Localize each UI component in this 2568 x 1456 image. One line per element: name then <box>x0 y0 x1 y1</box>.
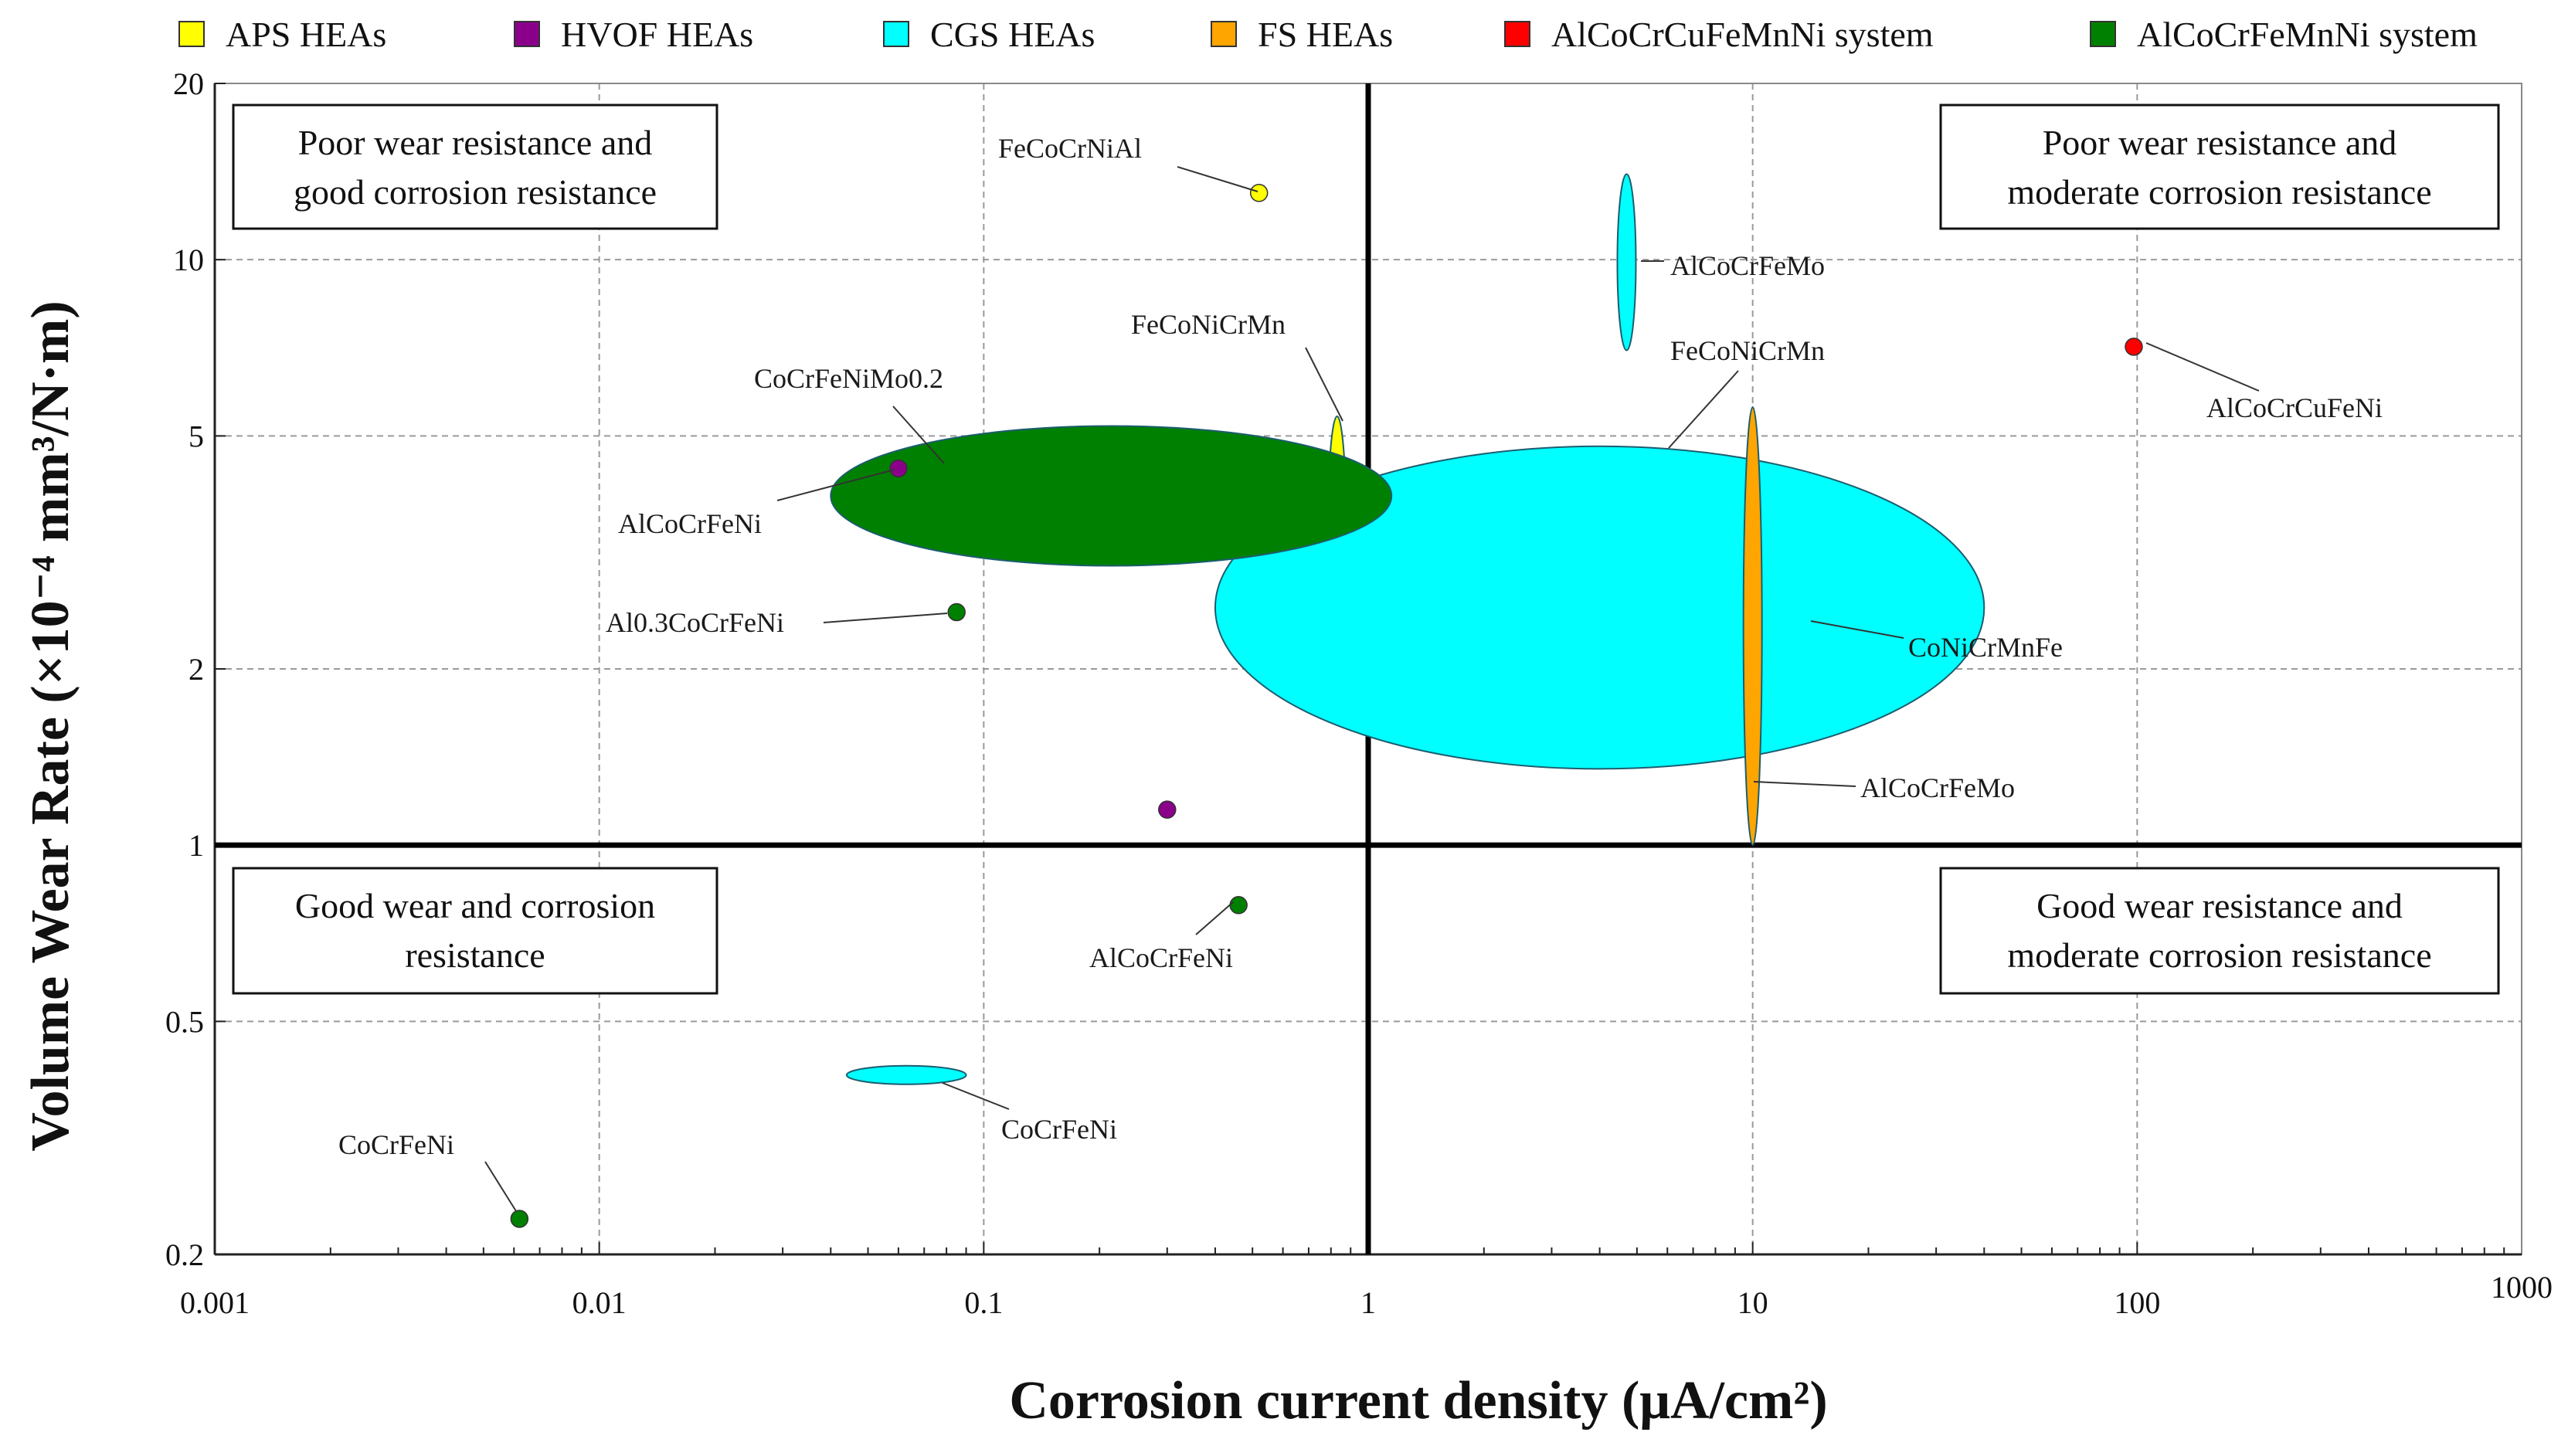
legend: APS HEAs HVOF HEAs CGS HEAs FS HEAs AlCoCrCu… <box>178 15 2478 54</box>
data-ellipse-cocrfeni <box>845 1064 967 1085</box>
quadrant-text: Good wear resistance and <box>2036 886 2403 925</box>
data-label-conicrmnfe: CoNiCrMnFe <box>1908 632 2063 663</box>
plot-area <box>213 83 2522 1256</box>
y-axis-title: Volume Wear Rate (×10⁻⁴ mm³/N·m) <box>21 300 80 1151</box>
legend-swatch-fs-heas <box>1211 21 1237 47</box>
y-tick-label: 0.2 <box>165 1237 204 1272</box>
leader-line <box>892 406 945 464</box>
quadrant-boxes: Poor wear resistance and good corrosion r… <box>232 104 2500 995</box>
x-tick-label: 100 <box>2114 1285 2160 1320</box>
data-label-alcocrcufeni: AlCoCrCuFeNi <box>2206 392 2383 423</box>
legend-label-aps-heas: APS HEAs <box>226 15 386 54</box>
legend-label-alcocrcufemnni-system: AlCoCrCuFeMnNi system <box>1551 15 1934 54</box>
legend-label-alcocrfemnni-system: AlCoCrFeMnNi system <box>2137 15 2478 54</box>
data-label-alcocrfeni: AlCoCrFeNi <box>1089 942 1233 973</box>
data-label-alcocrfemo: AlCoCrFeMo <box>1860 772 2015 803</box>
data-label-al0-3cocrfeni: Al0.3CoCrFeNi <box>606 607 784 638</box>
x-tick-label: 10 <box>1737 1285 1768 1320</box>
x-axis-title: Corrosion current density (μA/cm²) <box>1009 1371 1827 1431</box>
legend-label-hvof-heas: HVOF HEAs <box>561 15 753 54</box>
data-point-cocrfeni <box>510 1210 529 1228</box>
quadrant-text: moderate corrosion resistance <box>2007 935 2431 975</box>
legend-swatch-cgs-heas <box>883 21 909 47</box>
quadrant-box <box>232 867 718 995</box>
x-tick-label: 1 <box>1360 1285 1376 1320</box>
legend-label-cgs-heas: CGS HEAs <box>930 15 1095 54</box>
data-point-alcocrcufeni <box>2125 338 2143 356</box>
y-tick-label: 0.5 <box>165 1004 204 1039</box>
y-tick-label: 5 <box>189 419 204 453</box>
data-label-alcocrfemo: AlCoCrFeMo <box>1670 250 1825 281</box>
data-marks: FeCoCrNiAl FeCoNiCrMn AlCoCrFeMo FeCoNiCrMn… <box>338 133 2383 1228</box>
data-label-feconicrmn: FeCoNiCrMn <box>1131 309 1286 340</box>
quadrant-box <box>1939 104 2500 230</box>
data-label-cocrfenimo0-2: CoCrFeNiMo0.2 <box>754 363 943 394</box>
data-ellipse-alcocrfemo <box>1742 406 1763 847</box>
leader-line <box>1668 370 1739 449</box>
quadrant-text: moderate corrosion resistance <box>2007 172 2431 212</box>
leader-line <box>2145 342 2260 392</box>
quadrant-text: Poor wear resistance and <box>298 123 653 162</box>
data-label-cocrfeni: CoCrFeNi <box>338 1129 454 1160</box>
leader-line <box>1177 166 1259 192</box>
y-tick-label: 10 <box>173 243 204 277</box>
quadrant-text: good corrosion resistance <box>294 172 657 212</box>
legend-swatch-hvof-heas <box>514 21 540 47</box>
legend-label-fs-heas: FS HEAs <box>1258 15 1393 54</box>
data-label-fecocrnial: FeCoCrNiAl <box>998 133 1142 164</box>
x-tick-label: 1000 <box>2491 1270 2553 1305</box>
quadrant-text: resistance <box>405 935 545 975</box>
data-point-fecocrnial <box>1249 184 1269 202</box>
quadrant-text: Good wear and corrosion <box>295 886 655 925</box>
leader-line <box>1305 347 1343 422</box>
legend-swatch-alcocrfemnni-system <box>2090 21 2116 47</box>
data-ellipse-alcocrfemo <box>1616 173 1637 351</box>
x-tick-label: 0.001 <box>180 1285 250 1320</box>
data-ellipse-conicrmnfe <box>1214 445 1985 770</box>
data-label-feconicrmn: FeCoNiCrMn <box>1670 335 1825 366</box>
data-label-cocrfeni: CoCrFeNi <box>1001 1114 1117 1145</box>
quadrant-box <box>232 104 718 230</box>
x-tick-label: 0.1 <box>964 1285 1003 1320</box>
leader-line <box>484 1161 517 1212</box>
data-label-alcocrfeni: AlCoCrFeNi <box>618 508 762 539</box>
y-tick-label: 2 <box>189 652 204 687</box>
x-tick-label: 0.01 <box>572 1285 627 1320</box>
leader-line <box>942 1082 1010 1110</box>
data-point-alcocrfeni <box>1229 896 1248 915</box>
data-point-al0-3cocrfeni <box>947 602 966 622</box>
tick-labels: 0.001 0.01 0.1 1 10 100 1000 0.2 0.5 1 2 5 10 20 <box>165 66 2553 1320</box>
data-ellipse-cocrfenimo0-2 <box>830 425 1393 567</box>
data-point-alcocrfeni <box>889 459 908 478</box>
y-tick-label: 1 <box>189 828 204 863</box>
y-tick-label: 20 <box>173 66 204 101</box>
legend-swatch-aps-heas <box>178 21 205 47</box>
legend-swatch-alcocrcufemnni-system <box>1504 21 1530 47</box>
quadrant-box <box>1939 867 2500 995</box>
leader-line <box>823 613 948 623</box>
quadrant-text: Poor wear resistance and <box>2043 123 2397 162</box>
data-point-unlabeled <box>1158 800 1177 819</box>
leader-line <box>776 469 895 501</box>
leader-line <box>1810 620 1904 639</box>
leader-line <box>1195 901 1234 935</box>
leader-line <box>1753 781 1856 787</box>
